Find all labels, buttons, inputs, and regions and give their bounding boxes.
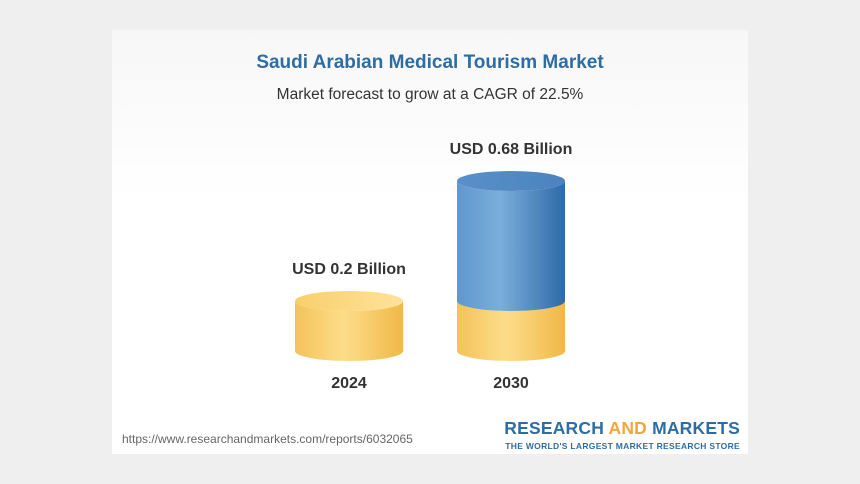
bar-2024-base-segment: [295, 291, 403, 361]
category-label-2030: 2030: [493, 375, 529, 392]
bar-2024-base-segment-top: [295, 291, 403, 311]
brand-word-and: AND: [608, 418, 647, 438]
chart-subtitle: Market forecast to grow at a CAGR of 22.…: [276, 86, 584, 103]
brand-logo: RESEARCH AND MARKETS THE WORLD'S LARGEST…: [504, 418, 740, 451]
value-label-2030: USD 0.68 Billion: [449, 141, 573, 158]
bar-2030-growth-segment-side: [457, 181, 565, 311]
brand-name: RESEARCH AND MARKETS: [504, 418, 740, 439]
category-label-2024: 2024: [331, 375, 367, 392]
brand-word-markets: MARKETS: [652, 418, 740, 438]
bar-2030: [457, 171, 565, 361]
bar-2024-base-segment-side: [295, 301, 403, 361]
brand-word-research: RESEARCH: [504, 418, 605, 438]
bar-2030-growth-segment: [457, 171, 565, 311]
bar-2030-base-segment-side: [457, 301, 565, 361]
chart-title: Saudi Arabian Medical Tourism Market: [256, 52, 604, 73]
chart-card: [112, 30, 748, 454]
source-url: https://www.researchandmarkets.com/repor…: [122, 432, 413, 446]
bar-2024: [295, 291, 403, 361]
value-label-2024: USD 0.2 Billion: [292, 261, 406, 278]
bar-2030-growth-segment-top: [457, 171, 565, 191]
brand-tagline: THE WORLD'S LARGEST MARKET RESEARCH STOR…: [505, 441, 740, 451]
